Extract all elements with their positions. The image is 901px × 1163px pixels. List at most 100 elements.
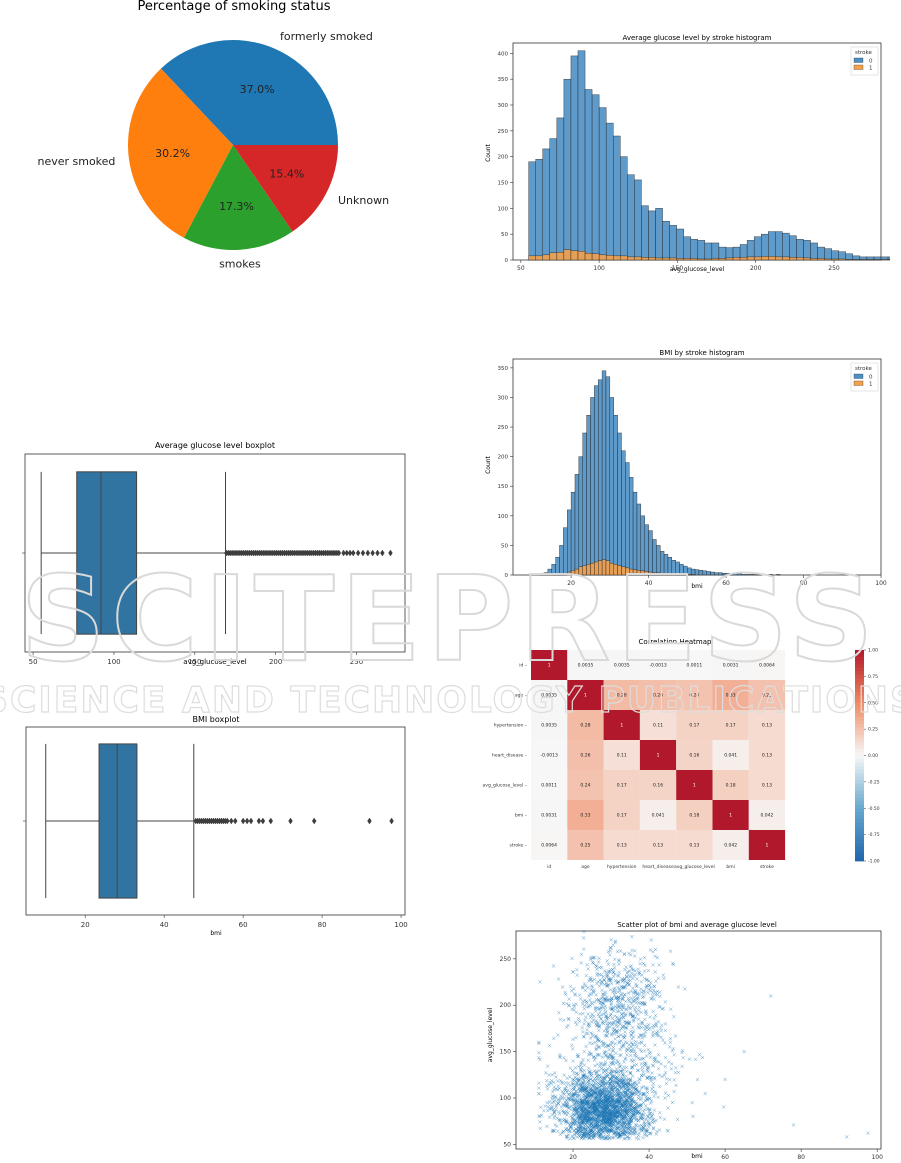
- heatmap-cell-label: 0.0011: [541, 783, 557, 789]
- heatmap-cell: [603, 650, 640, 680]
- scatter-point: [627, 998, 631, 1003]
- scatter-point: [591, 1125, 595, 1129]
- histogram-bar: [675, 574, 680, 576]
- scatter-point: [586, 1066, 591, 1071]
- scatter-point: [634, 982, 638, 986]
- scatter-point: [567, 1129, 572, 1133]
- histogram-bar: [694, 569, 700, 576]
- scatter-point: [582, 1006, 587, 1011]
- scatter-point: [619, 1039, 623, 1043]
- scatter-point: [537, 1040, 541, 1045]
- scatter-point: [603, 997, 608, 1001]
- scatter-point: [649, 997, 654, 1001]
- scatter-point: [620, 1091, 624, 1096]
- scatter-point: [583, 998, 587, 1003]
- histogram-bar: [563, 249, 572, 261]
- outlier-marker: [288, 817, 293, 825]
- scatter-point: [644, 1104, 648, 1108]
- scatter-point: [552, 1116, 557, 1120]
- scatter-point: [667, 1045, 672, 1049]
- scatter-point: [613, 1069, 618, 1074]
- correlation-heatmap: Correlation Heatmap 1 0.0035 0.0035 -0.0013…: [483, 638, 880, 870]
- scatter-point: [616, 974, 621, 978]
- heatmap-row-label: stroke –: [509, 843, 527, 849]
- scatter-point: [642, 1120, 647, 1124]
- heatmap-cell: [712, 830, 749, 860]
- scatter-point: [576, 1064, 581, 1069]
- colorbar-segment: [855, 660, 864, 665]
- scatter-point: [568, 1075, 572, 1079]
- scatter-point: [644, 1132, 648, 1137]
- scatter-point: [591, 1134, 596, 1139]
- scatter-point: [651, 1117, 656, 1122]
- scatter-point: [598, 1133, 603, 1138]
- scatter-point: [618, 1000, 623, 1005]
- scatter-point: [617, 1040, 622, 1044]
- scatter-point: [667, 1077, 672, 1082]
- histogram-bar: [768, 256, 776, 261]
- outlier-marker: [336, 549, 342, 557]
- scatter-point: [627, 1021, 632, 1025]
- heatmap-cell: [748, 770, 786, 800]
- scatter-point: [644, 1061, 648, 1066]
- scatter-point: [547, 1100, 552, 1104]
- scatter-point: [639, 1073, 644, 1078]
- scatter-point: [580, 1113, 585, 1118]
- scatter-point: [625, 971, 629, 975]
- scatter-point: [537, 1050, 541, 1055]
- histogram-bar: [671, 560, 676, 576]
- scatter-point: [595, 1052, 600, 1057]
- colorbar-segment: [855, 730, 864, 735]
- scatter-point: [554, 1087, 558, 1091]
- scatter-point: [663, 1022, 668, 1026]
- scatter-point: [655, 1129, 659, 1134]
- chart-title: BMI boxplot: [192, 715, 239, 724]
- scatter-point: [663, 1091, 668, 1095]
- scatter-point: [611, 1009, 616, 1013]
- x-tick-label: 200: [750, 265, 762, 272]
- scatter-point: [659, 1023, 664, 1028]
- scatter-point: [603, 1041, 607, 1046]
- heatmap-cell: [603, 740, 640, 770]
- scatter-point: [559, 1093, 563, 1098]
- scatter-point: [555, 1116, 559, 1120]
- scatter-point: [612, 957, 617, 962]
- scatter-point: [607, 1021, 612, 1026]
- scatter-point: [565, 1090, 569, 1094]
- scatter-point: [636, 1068, 641, 1073]
- outlier-marker: [225, 817, 230, 825]
- histogram-bar: [555, 557, 560, 576]
- colorbar-segment: [855, 650, 864, 654]
- scatter-point: [590, 1041, 595, 1046]
- heatmap-cell-label: 0.17: [689, 723, 699, 729]
- scatter-point: [666, 1093, 671, 1098]
- heatmap-cell: [531, 740, 568, 770]
- scatter-point: [586, 1093, 591, 1097]
- scatter-point: [616, 1000, 620, 1005]
- x-tick-label: 60: [721, 1154, 729, 1159]
- x-tick-label: 20: [567, 580, 575, 587]
- histogram-bar: [721, 573, 727, 576]
- scatter-point: [630, 1004, 635, 1009]
- scatter-point: [637, 1090, 642, 1094]
- scatter-point: [641, 1084, 646, 1089]
- colorbar-segment: [855, 741, 864, 746]
- heatmap-cell-label: 0.16: [689, 753, 699, 759]
- correlation-heatmap-panel: Correlation Heatmap 1 0.0035 0.0035 -0.0013…: [480, 630, 895, 875]
- scatter-point: [607, 1055, 611, 1059]
- scatter-point: [602, 1116, 606, 1120]
- scatter-point: [618, 949, 623, 953]
- scatter-point: [618, 1006, 622, 1010]
- scatter-point: [643, 1002, 647, 1006]
- scatter-point: [638, 1047, 642, 1052]
- scatter-point: [609, 946, 613, 950]
- scatter-point: [632, 1128, 636, 1133]
- scatter-point: [575, 1071, 579, 1076]
- scatter-point: [603, 1074, 608, 1079]
- histogram-bar: [555, 574, 560, 576]
- scatter-point: [617, 1121, 621, 1126]
- scatter-point: [649, 1131, 653, 1136]
- scatter-point: [668, 1007, 673, 1012]
- x-tick-label: 200: [269, 658, 282, 666]
- scatter-point: [596, 1113, 601, 1118]
